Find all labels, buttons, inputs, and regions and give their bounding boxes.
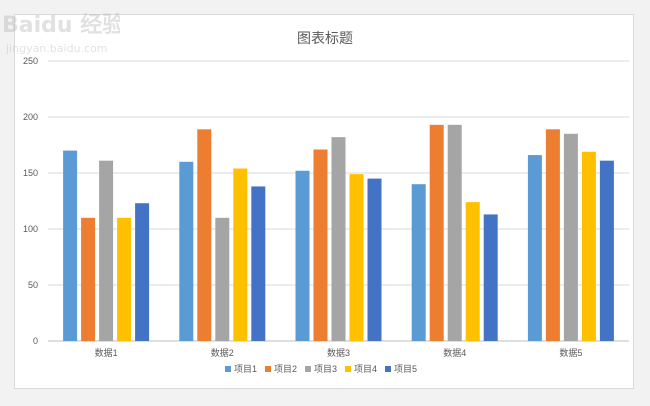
bar xyxy=(581,151,596,341)
y-tick-label: 50 xyxy=(28,280,38,290)
bar xyxy=(251,186,266,341)
bar-chart: 图表标题 0 50 100 150 200 250 数据1 数据2 数据3 数据4 数据5 项目1… xyxy=(23,30,629,374)
bar xyxy=(367,178,382,341)
bar xyxy=(411,184,426,341)
bar xyxy=(465,202,480,341)
legend-swatch xyxy=(225,366,231,372)
x-tick-label: 数据5 xyxy=(559,347,582,358)
baidu-jingyan-watermark: Baidu 经验 jingyan.baidu.com xyxy=(2,12,120,55)
y-tick-label: 100 xyxy=(23,224,38,234)
chart-title: 图表标题 xyxy=(297,30,353,46)
bar xyxy=(563,133,578,341)
watermark-brand: Baidu 经验 xyxy=(2,12,120,38)
x-tick-label: 数据3 xyxy=(327,347,350,358)
legend-label: 项目3 xyxy=(314,364,337,374)
y-axis-ticks: 0 50 100 150 200 250 xyxy=(23,56,38,346)
bar xyxy=(313,149,328,341)
chart-frame: 图表标题 0 50 100 150 200 250 数据1 数据2 数据3 数据4 数据5 项目1… xyxy=(14,14,634,389)
bar xyxy=(429,124,444,341)
bar xyxy=(599,160,614,341)
bar xyxy=(99,160,114,341)
y-tick-label: 200 xyxy=(23,112,38,122)
bar xyxy=(527,155,542,341)
bar xyxy=(295,170,310,341)
bar xyxy=(117,217,132,341)
legend-swatch xyxy=(305,366,311,372)
y-tick-label: 0 xyxy=(33,336,38,346)
x-tick-label: 数据4 xyxy=(443,347,466,358)
y-tick-label: 150 xyxy=(23,168,38,178)
legend-swatch xyxy=(265,366,271,372)
bar xyxy=(197,129,212,341)
watermark-url: jingyan.baidu.com xyxy=(5,42,108,55)
legend-label: 项目1 xyxy=(234,364,257,374)
legend-swatch xyxy=(345,366,351,372)
legend-label: 项目2 xyxy=(274,364,297,374)
bar xyxy=(63,150,78,341)
bar xyxy=(135,203,150,341)
bar xyxy=(349,174,364,341)
x-tick-label: 数据1 xyxy=(95,347,118,358)
bars xyxy=(63,124,614,341)
bar xyxy=(483,214,498,341)
bar xyxy=(215,217,230,341)
legend-swatch xyxy=(385,366,391,372)
bar xyxy=(447,124,462,341)
legend-label: 项目5 xyxy=(394,364,417,374)
legend-label: 项目4 xyxy=(354,364,377,374)
x-axis-ticks: 数据1 数据2 数据3 数据4 数据5 xyxy=(95,347,583,358)
bar xyxy=(545,129,560,341)
bar xyxy=(331,137,346,341)
bar xyxy=(179,161,194,341)
x-tick-label: 数据2 xyxy=(211,347,234,358)
legend: 项目1 项目2 项目3 项目4 项目5 xyxy=(225,364,417,374)
bar xyxy=(81,217,96,341)
y-tick-label: 250 xyxy=(23,56,38,66)
bar xyxy=(233,168,248,341)
